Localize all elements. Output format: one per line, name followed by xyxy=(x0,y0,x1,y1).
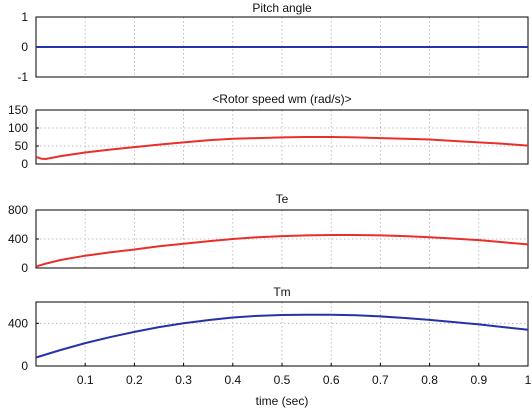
chart-title: Pitch angle xyxy=(252,1,312,15)
chart-panel-3: 0 400 800 Te xyxy=(8,192,529,275)
y-tick-label: 0 xyxy=(21,261,28,275)
plot-frame xyxy=(35,109,529,165)
y-tick-label: 800 xyxy=(8,203,28,217)
series-line xyxy=(35,136,529,160)
x-tick-label: 0.1 xyxy=(77,373,94,387)
x-tick-label: 0.8 xyxy=(421,373,438,387)
y-tick-label: 0 xyxy=(21,40,28,54)
x-tick-label: 0.9 xyxy=(470,373,487,387)
x-tick-label: 0.3 xyxy=(175,373,192,387)
y-tick-label: 1 xyxy=(21,10,28,24)
x-tick-label: 0.5 xyxy=(274,373,291,387)
y-tick-label: 150 xyxy=(8,103,28,117)
x-axis-label: time (sec) xyxy=(256,394,309,408)
chart-panel-2: 0 50 100 150 <Rotor speed wm (rad/s)> xyxy=(8,92,529,171)
x-tick-label: 0.6 xyxy=(323,373,340,387)
series-line xyxy=(35,313,529,359)
series-line xyxy=(35,234,529,268)
x-tick-label: 0.2 xyxy=(126,373,143,387)
y-tick-label: -1 xyxy=(17,70,28,84)
y-tick-label: 0 xyxy=(21,359,28,373)
x-tick-label: 1 xyxy=(525,373,532,387)
chart-title: Tm xyxy=(273,285,290,299)
chart-panel-1: -1 0 1 Pitch angle xyxy=(17,1,529,84)
y-tick-label: 0 xyxy=(21,157,28,171)
chart-title: <Rotor speed wm (rad/s)> xyxy=(212,92,351,106)
y-tick-label: 100 xyxy=(8,121,28,135)
y-tick-label: 400 xyxy=(8,232,28,246)
chart-panel-4: 0 400 Tm 0.1 0.2 0.3 0.4 0.5 0.6 0.7 0.8 0.9 1 time (… xyxy=(8,285,532,408)
x-tick-label: 0.7 xyxy=(372,373,389,387)
x-tick-label: 0.4 xyxy=(224,373,241,387)
y-tick-label: 400 xyxy=(8,316,28,330)
y-tick-label: 50 xyxy=(15,139,29,153)
chart-title: Te xyxy=(276,192,289,206)
